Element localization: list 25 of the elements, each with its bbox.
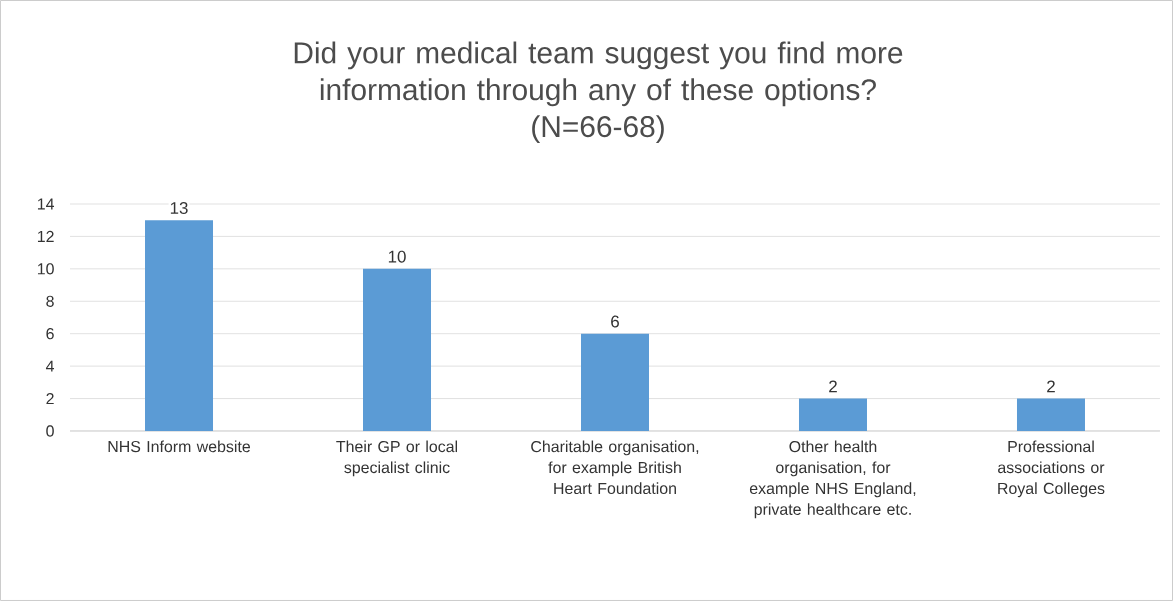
x-tick-label: Other health organisation, for example NHS England, private healthcare etc. — [749, 440, 916, 519]
y-tick-label: 0 — [46, 425, 54, 437]
y-tick-label: 12 — [37, 230, 54, 242]
data-label: 13 — [170, 202, 188, 215]
bar — [145, 220, 214, 431]
bar — [363, 268, 431, 431]
bar — [798, 398, 867, 431]
y-tick-label: 14 — [37, 198, 55, 210]
chart-title: Did your medical team suggest you find more information through any of these options? — [294, 41, 903, 107]
bar — [1016, 398, 1085, 431]
x-tick-label: Professional associations or Royal Colleges — [998, 440, 1105, 498]
x-tick-label: Charitable organisation, for example British Heart Foundation — [531, 440, 699, 495]
chart-subtitle: (N=66-68) — [532, 115, 664, 144]
bar — [581, 333, 649, 431]
y-tick-label: 8 — [46, 295, 54, 307]
data-label: 2 — [829, 380, 837, 393]
y-tick-label: 10 — [37, 263, 54, 275]
y-tick-label: 2 — [46, 393, 54, 405]
x-tick-label: Their GP or local specialist clinic — [336, 440, 458, 477]
y-tick-label: 6 — [46, 328, 54, 340]
data-label: 6 — [611, 315, 619, 328]
y-tick-label: 4 — [45, 360, 55, 372]
data-label: 2 — [1047, 380, 1055, 393]
data-label: 10 — [388, 250, 406, 263]
x-tick-label: NHS Inform website — [108, 440, 251, 453]
